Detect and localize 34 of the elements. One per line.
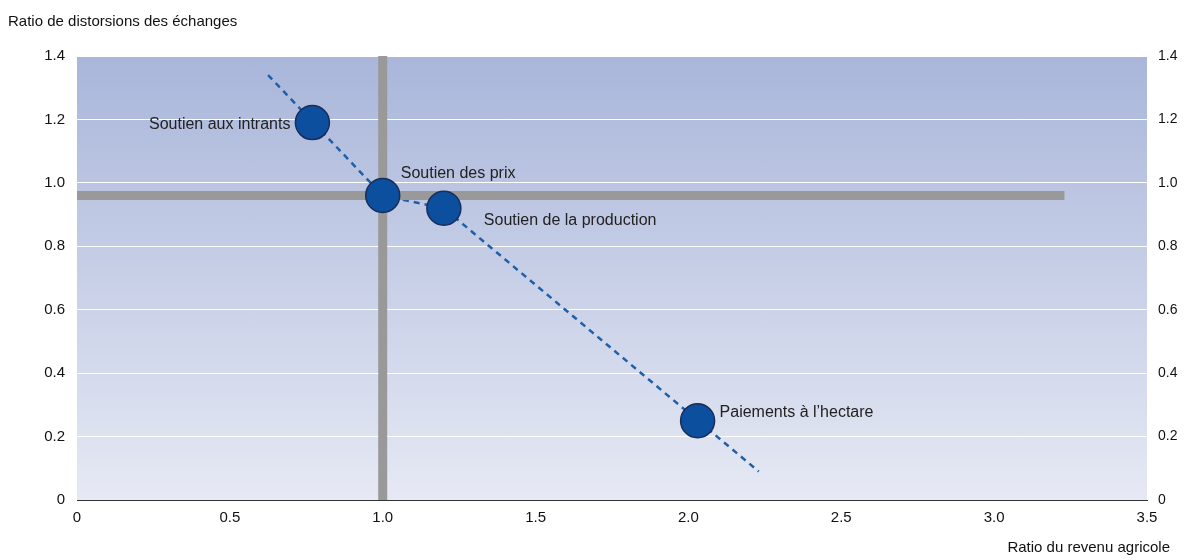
y2-tick-label: 0.4 (1158, 364, 1178, 380)
y-tick-label: 0 (56, 490, 65, 508)
x-tick-label: 2.0 (678, 508, 699, 526)
x-tick-label: 1.5 (525, 508, 546, 526)
annotation: Paiements à l’hectare (719, 403, 874, 421)
x-tick-label: 1.0 (372, 508, 394, 526)
x-tick-label: 0.5 (219, 508, 241, 526)
y-axis-title: Ratio de distorsions des échanges (8, 12, 238, 29)
x-axis-title: Ratio du revenu agricole (1007, 538, 1170, 555)
point (426, 190, 462, 226)
y2-tick-label: 1.0 (1158, 173, 1178, 190)
x-tick-label: 2.5 (830, 508, 852, 526)
y-tick-label: 0.8 (44, 236, 65, 254)
y-tick-label: 0.2 (44, 426, 65, 444)
y-tick-label: 1.0 (44, 173, 65, 190)
y2-tick-label: 0.6 (1158, 300, 1178, 317)
annotation: Soutien des prix (400, 163, 516, 181)
point (364, 177, 401, 214)
x-tick-label: 3.5 (1136, 508, 1158, 526)
y-tick-label: 1.2 (44, 109, 65, 127)
point (294, 104, 331, 141)
y2-tick-label: 1.4 (1158, 46, 1178, 63)
y2-tick-label: 0.8 (1158, 237, 1178, 254)
annotation: Soutien aux intrants (148, 115, 291, 133)
y2-tick-label: 1.2 (1158, 110, 1178, 127)
y-tick-label: 0.6 (44, 299, 65, 317)
x-tick-label: 0 (72, 508, 82, 526)
x-tick-label: 3.0 (983, 508, 1005, 526)
y2-tick-label: 0.2 (1158, 427, 1178, 444)
y-tick-label: 0.4 (44, 363, 65, 381)
annotation: Soutien de la production (483, 210, 657, 228)
y2-tick-label: 0 (1158, 490, 1166, 507)
point (679, 402, 716, 439)
y-tick-label: 1.4 (44, 46, 65, 64)
